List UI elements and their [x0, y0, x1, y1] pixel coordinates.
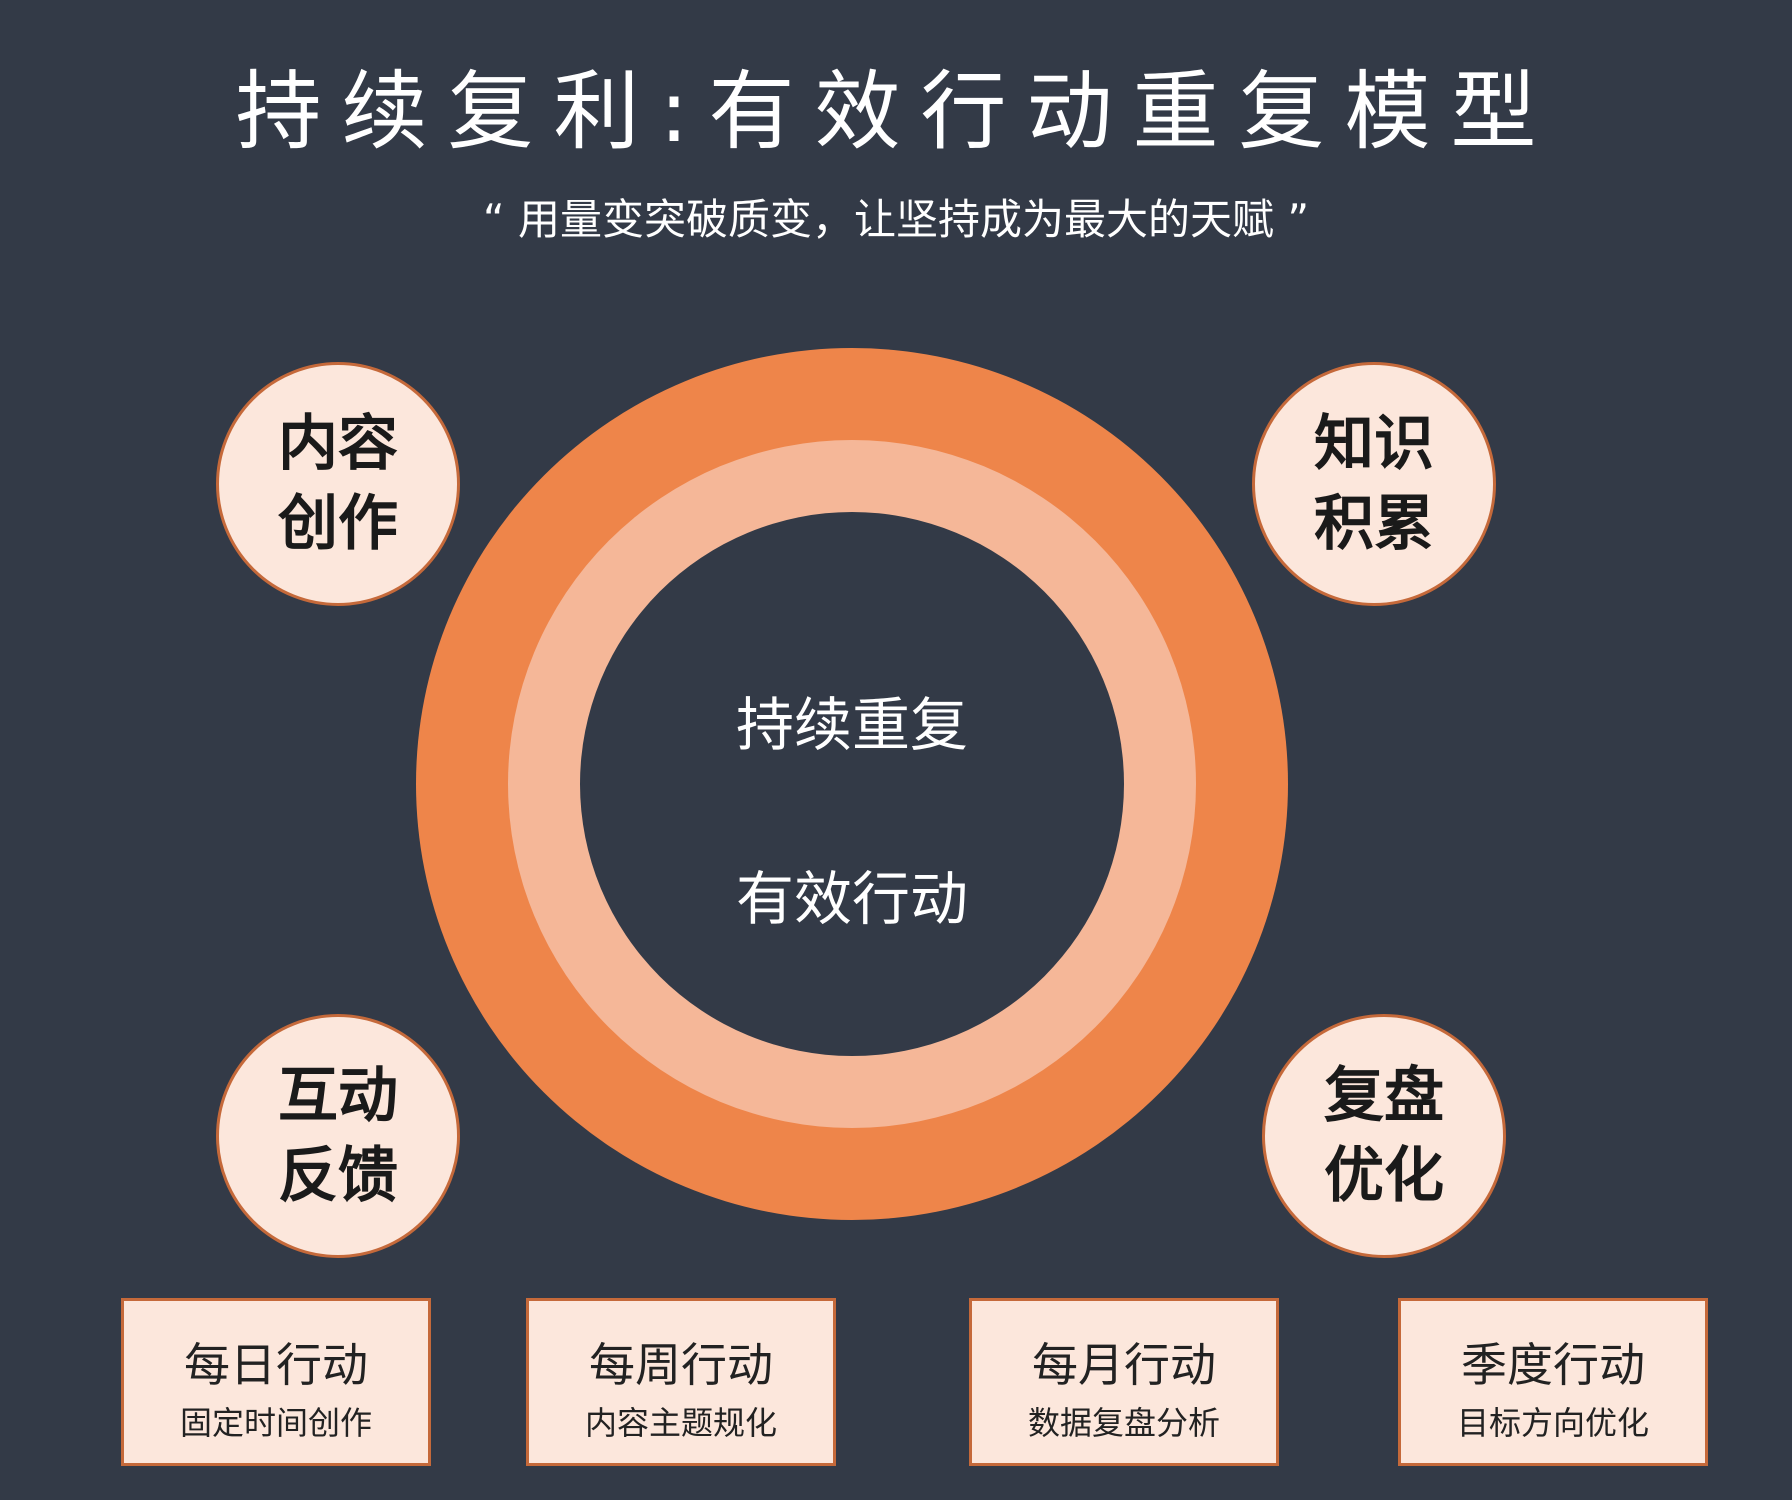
node-content-creation: 内容 创作 [216, 362, 460, 606]
node-label-line2: 创作 [278, 484, 398, 564]
node-label-line2: 反馈 [278, 1136, 398, 1216]
card-description: 固定时间创作 [124, 1403, 428, 1443]
ring-center [580, 512, 1124, 1056]
card-title: 季度行动 [1401, 1337, 1705, 1393]
node-label-line1: 互动 [278, 1056, 398, 1136]
card-monthly-action: 每月行动 数据复盘分析 [969, 1298, 1279, 1466]
card-title: 每周行动 [529, 1337, 833, 1393]
node-interaction-feedback: 互动 反馈 [216, 1014, 460, 1258]
card-description: 目标方向优化 [1401, 1403, 1705, 1443]
node-label-line1: 内容 [278, 404, 398, 484]
node-label-line2: 积累 [1314, 484, 1434, 564]
node-label-line1: 知识 [1314, 404, 1434, 484]
node-label-line1: 复盘 [1324, 1056, 1444, 1136]
center-label-repeat: 持续重复 [652, 690, 1052, 760]
center-label-action: 有效行动 [652, 864, 1052, 934]
card-description: 内容主题规化 [529, 1403, 833, 1443]
card-description: 数据复盘分析 [972, 1403, 1276, 1443]
card-daily-action: 每日行动 固定时间创作 [121, 1298, 431, 1466]
node-label-line2: 优化 [1324, 1136, 1444, 1216]
node-review-optimization: 复盘 优化 [1262, 1014, 1506, 1258]
card-title: 每月行动 [972, 1337, 1276, 1393]
node-knowledge-accumulation: 知识 积累 [1252, 362, 1496, 606]
card-weekly-action: 每周行动 内容主题规化 [526, 1298, 836, 1466]
card-quarterly-action: 季度行动 目标方向优化 [1398, 1298, 1708, 1466]
card-title: 每日行动 [124, 1337, 428, 1393]
